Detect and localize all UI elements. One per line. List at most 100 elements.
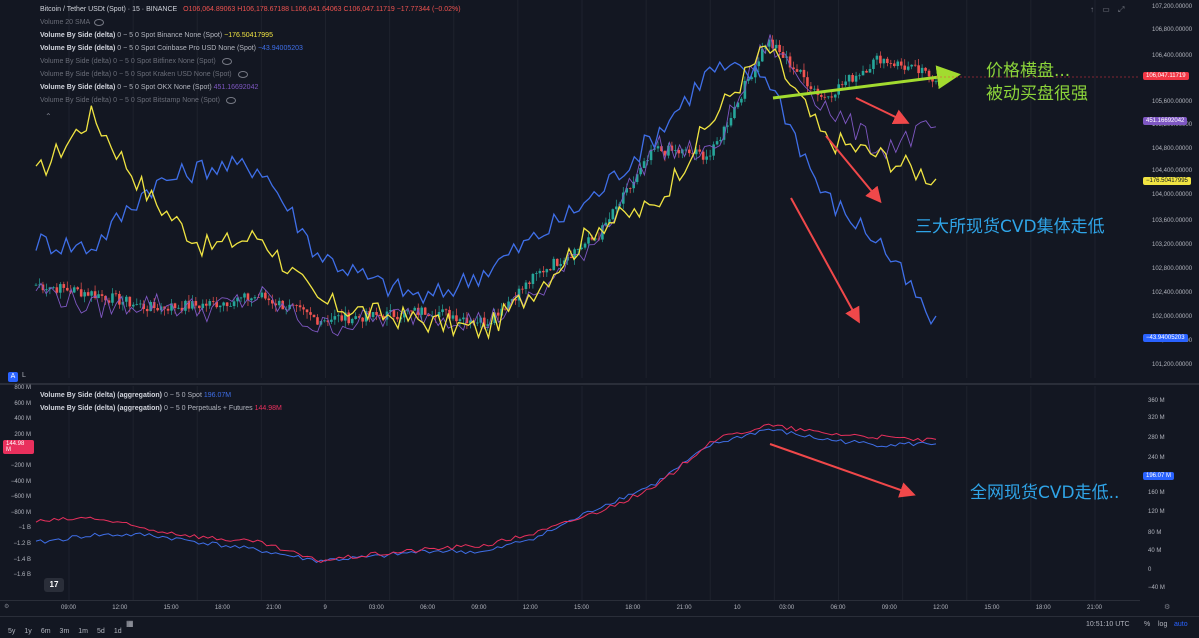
agg-tick-label: 800 M [14,385,31,391]
hidden-eye-icon[interactable] [221,57,232,65]
candle-body [72,287,76,293]
lower-right-axis[interactable]: 360 M 320 M 280 M 240 M 160 M 120 M 80 M 40 M 0 −… [1140,384,1199,600]
candle-body [416,307,420,315]
candle-body [34,284,38,286]
legend-row[interactable]: Volume By Side (delta) (aggregation) 0 −… [40,402,282,415]
price-tick-label: 102,400.00000 [1152,290,1193,296]
log-scale-button[interactable]: L [22,372,26,379]
range-button-1m[interactable]: 1m [78,628,89,635]
time-tick-label: 21:00 [676,605,692,611]
utc-clock[interactable]: 10:51:10 UTC [1086,621,1130,628]
candle-body [465,317,469,324]
log-toggle[interactable]: log [1158,621,1168,628]
collapse-chevron-icon[interactable]: ⌃ [45,112,52,121]
range-button-5d[interactable]: 5d [97,628,105,635]
candle-body [236,297,239,302]
candle-body [312,314,316,318]
legend-row[interactable]: Volume By Side (delta) 0 − 5 0 Spot Bits… [40,94,461,107]
time-tick-label: 09:00 [61,605,77,611]
candle-body [559,263,563,266]
eye-icon[interactable] [94,18,105,26]
candle-body [893,63,896,67]
candle-body [270,300,274,304]
candle-body [403,310,406,318]
candle-body [111,293,114,303]
legend-row[interactable]: Volume By Side (delta) 0 − 5 0 Spot Bitf… [40,55,461,68]
candle-body [100,294,104,296]
candle-body [469,320,472,324]
candle-body [917,65,920,74]
candle-body [114,293,118,295]
candle-body [305,309,309,313]
auto-scale-button[interactable]: A [8,372,18,382]
candle-body [97,294,100,298]
auto-toggle[interactable]: auto [1174,621,1188,628]
hidden-eye-icon[interactable] [237,70,248,78]
spot-agg-line [35,428,937,563]
agg-tick-label: −200 M [10,463,31,469]
candle-body [131,304,135,307]
candle-body [562,260,566,264]
agg-tick-label: −800 M [10,509,31,516]
sma-row[interactable]: Volume 20 SMA [40,16,461,29]
candle-body [934,81,938,83]
candle-body [587,237,590,244]
candle-body [590,237,594,240]
time-tick-label: 12:00 [933,605,949,611]
legend-row[interactable]: Volume By Side (delta) 0 − 5 0 Spot Bina… [40,29,461,42]
candle-body [802,69,806,78]
range-button-6m[interactable]: 6m [40,628,51,635]
legend-row[interactable]: Volume By Side (delta) (aggregation) 0 −… [40,389,282,402]
range-button-3m[interactable]: 3m [59,628,70,635]
calendar-icon[interactable]: ▦ [126,619,134,628]
candle-body [316,317,319,325]
time-axis[interactable]: 09:00 12:00 15:00 18:00 21:00 9 03:00 06:00 09:0… [0,600,1140,615]
candle-body [406,310,410,312]
price-axis[interactable]: 107,200.00000 106,800.00000 106,400.00000 1… [1140,0,1199,383]
candle-body [521,288,524,290]
move-up-icon[interactable]: ↑ [1090,5,1094,14]
symbol-title[interactable]: Bitcoin / Tether USDt (Spot) · 15 · BINA… [40,6,178,13]
agg-tick-label: 400 M [14,416,31,423]
range-button-1d[interactable]: 1d [113,628,122,635]
candle-body [90,291,93,296]
hidden-eye-icon[interactable] [225,96,236,104]
legend-row[interactable]: Volume By Side (delta) 0 − 5 0 Spot Coin… [40,42,461,55]
close-pane-icon[interactable]: ⤢ [1118,5,1125,14]
passive-buy-note: 被动买盘很强 [986,84,1088,104]
agg-tick-label: −1.4 B [13,556,31,563]
percent-toggle[interactable]: % [1144,621,1151,628]
candle-body [462,317,465,320]
candle-body [594,238,597,240]
tradingview-logo[interactable]: 17 [44,578,64,592]
candle-body [423,307,427,315]
candle-body [903,65,907,70]
maximize-icon[interactable]: ▭ [1102,5,1110,14]
legend-row[interactable]: Volume By Side (delta) 0 − 5 0 Spot Krak… [40,68,461,81]
candle-body [357,316,361,318]
pane-separator[interactable] [0,383,1199,385]
price-tick-label: 106,800.00000 [1152,27,1193,33]
price-tick-label: 103,200.00000 [1152,242,1193,248]
price-pane[interactable] [0,0,1140,378]
candle-body [920,67,924,74]
candle-body [896,61,900,67]
candle-body [715,141,719,145]
timezone-icon[interactable]: ⚙ [4,604,10,610]
symbol-row[interactable]: Bitcoin / Tether USDt (Spot) · 15 · BINA… [40,3,461,16]
candle-body [361,317,364,322]
range-button-5y[interactable]: 5y [8,628,16,635]
axis-settings-icon[interactable]: ⚙ [1164,604,1171,611]
perp-agg-line [35,423,937,563]
candle-body [486,324,490,326]
candle-body [246,293,250,301]
candle-body [580,247,583,250]
aggregation-pane[interactable] [34,386,1140,600]
time-tick-label: 18:00 [625,605,641,611]
legend-value: −43.94005203 [257,45,303,52]
range-button-1y[interactable]: 1y [24,628,32,635]
candle-body [750,77,754,79]
legend-row[interactable]: Volume By Side (delta) 0 − 5 0 Spot OKX … [40,81,461,94]
price-tick-label: 106,400.00000 [1152,53,1193,59]
